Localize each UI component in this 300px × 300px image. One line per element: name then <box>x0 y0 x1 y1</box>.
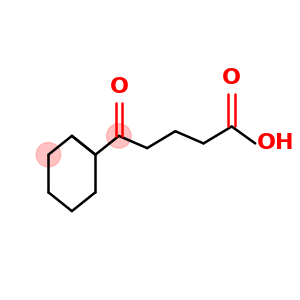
Circle shape <box>107 124 131 148</box>
Text: O: O <box>222 68 241 88</box>
Circle shape <box>36 142 61 167</box>
Text: OH: OH <box>257 134 295 153</box>
Text: O: O <box>110 77 128 98</box>
